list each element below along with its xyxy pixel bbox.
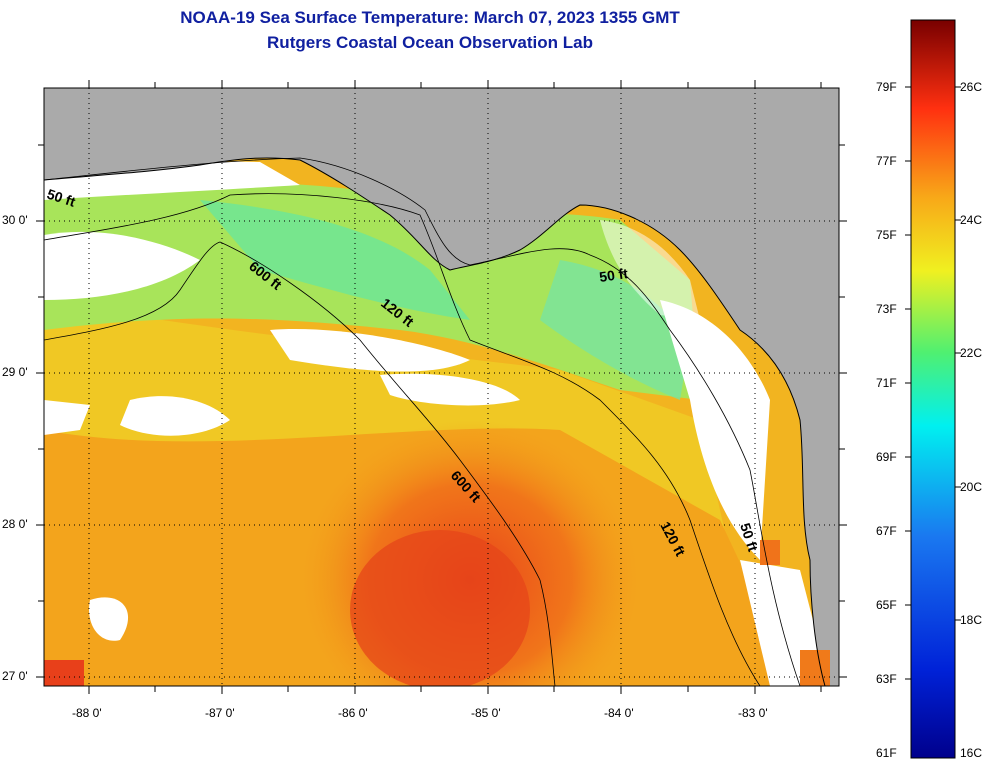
colorbar-f-label: 73F [876,302,897,316]
warm-spot [44,660,84,686]
lat-label: 28 0' [2,517,28,531]
colorbar-c-label: 26C [960,80,983,94]
colorbar-ticks [905,86,961,680]
contour-600ft [44,241,556,686]
colorbar-f-label: 65F [876,598,897,612]
map-frame [43,87,840,687]
warm-spot [800,650,830,686]
colorbar-c-label: 24C [960,213,983,227]
cloud-patch [89,597,129,641]
cloud-patch [270,329,470,372]
east-shelf-cyan [540,260,690,400]
colorbar-c-label: 16C [960,746,983,760]
lon-label: -87 0' [205,706,235,720]
shelf-cyan [200,200,470,320]
lon-label: -83 0' [738,706,768,720]
lon-label: -84 0' [604,706,634,720]
colorbar-f-label: 61F [876,746,897,760]
coastal-cloud [600,220,700,320]
colorbar-f-label: 75F [876,228,897,242]
map-title: NOAA-19 Sea Surface Temperature: March 0… [180,8,680,27]
land-mass [44,88,839,686]
colorbar-f-label: 71F [876,376,897,390]
map-subtitle: Rutgers Coastal Ocean Observation Lab [267,33,593,52]
contour-label-50ft-east: 50 ft [598,265,629,285]
colorbar-c-label: 20C [960,480,983,494]
colorbar-c-label: 18C [960,613,983,627]
lat-label: 27 0' [2,669,28,683]
contour-120ft [44,193,761,686]
warm-core-center [350,530,530,686]
contour-50ft [44,157,801,686]
warm-spot [760,540,780,565]
coastline [44,157,826,686]
lat-label: 29 0' [2,365,28,379]
colorbar-f-label: 69F [876,450,897,464]
cloud-patch [44,400,90,435]
tick-marks [36,80,847,694]
colorbar-f-label: 63F [876,672,897,686]
lat-label: 30 0' [2,213,28,227]
lon-label: -86 0' [338,706,368,720]
map-area [44,88,839,686]
cloud-patch [660,300,770,560]
colorbar [910,19,956,759]
cloud-patch [380,373,520,406]
cloud-patch [44,231,200,300]
colorbar-f-label: 67F [876,524,897,538]
colorbar-c-label: 22C [960,346,983,360]
lon-label: -85 0' [471,706,501,720]
colorbar-f-label: 79F [876,80,897,94]
colorbar-f-label: 77F [876,154,897,168]
lon-label: -88 0' [72,706,102,720]
cloud-patch [120,396,230,436]
